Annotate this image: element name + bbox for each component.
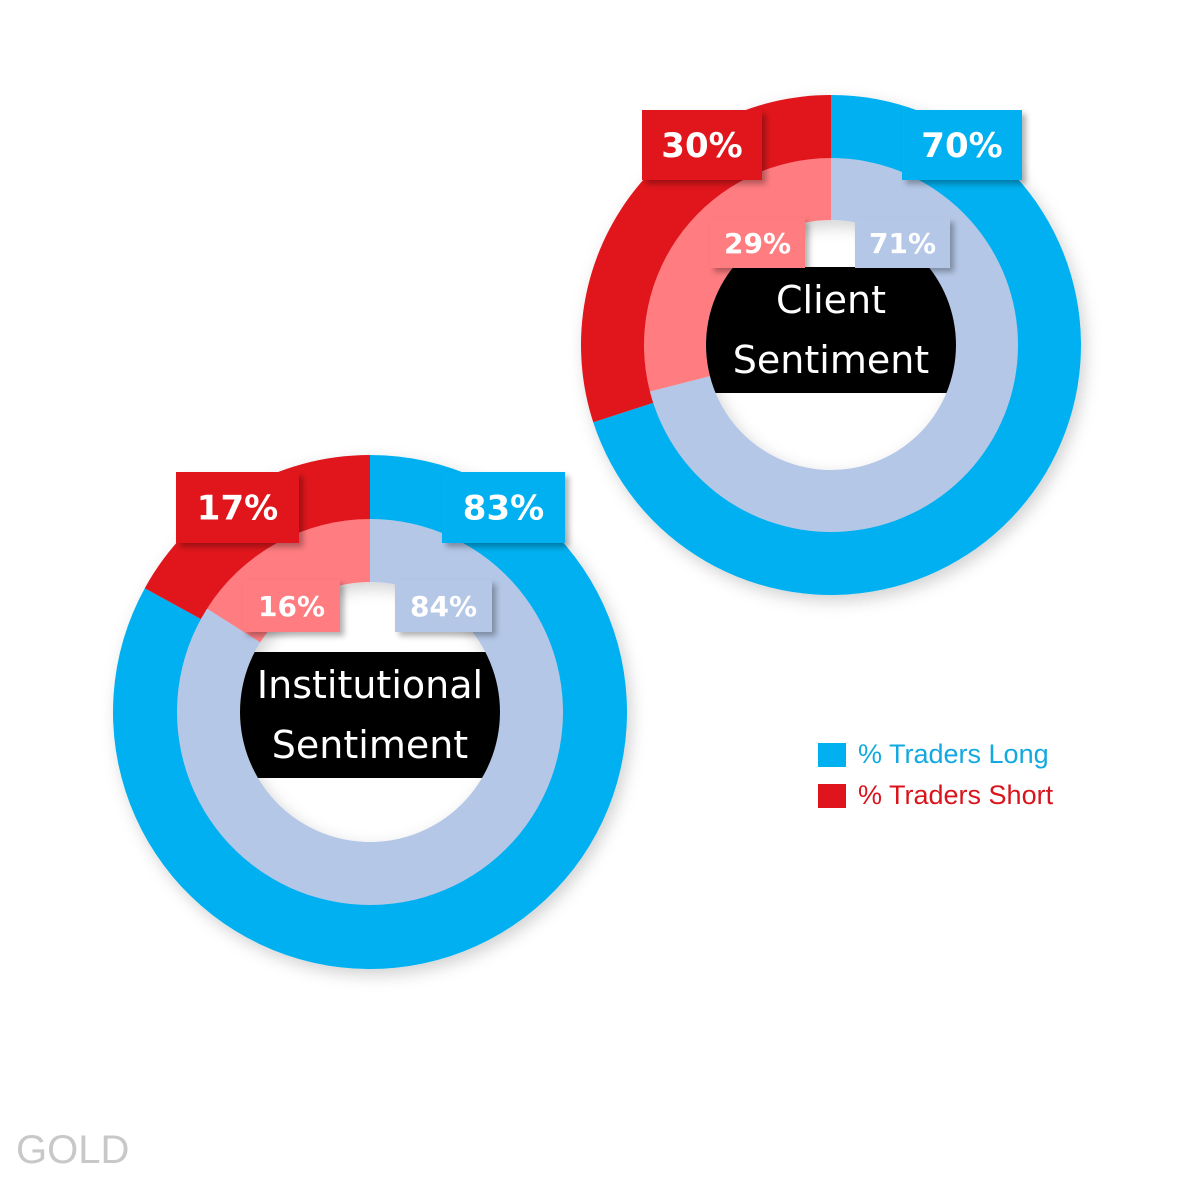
outer-short-data-label: 17% bbox=[197, 489, 278, 529]
legend-item-short: % Traders Short bbox=[818, 775, 1053, 816]
legend-label-short: % Traders Short bbox=[858, 780, 1054, 810]
outer-short-data-label-box bbox=[176, 472, 299, 543]
legend-swatch-short bbox=[818, 783, 846, 808]
center-label-background bbox=[240, 652, 500, 778]
donut-chart-0: Client Sentiment 70% 30% 71% 29% bbox=[581, 95, 1081, 596]
outer-short-data-label-box bbox=[642, 110, 762, 180]
center-title-line: Sentiment bbox=[733, 338, 929, 382]
legend-swatch-long bbox=[818, 742, 846, 767]
inner-short-slice bbox=[644, 158, 831, 392]
inner-short-data-label: 16% bbox=[258, 590, 325, 623]
footer-asset-label: GOLD bbox=[16, 1128, 130, 1172]
outer-long-data-label: 83% bbox=[463, 489, 544, 529]
outer-long-data-label: 70% bbox=[921, 126, 1002, 166]
inner-long-data-label: 71% bbox=[869, 227, 936, 260]
donut-chart-1: Institutional Sentiment 83% 17% 84% 16% bbox=[112, 455, 627, 970]
outer-short-slice bbox=[581, 95, 831, 423]
center-title-line: Institutional bbox=[257, 663, 483, 707]
inner-long-data-label-box bbox=[855, 218, 950, 268]
center-title-line: Client bbox=[776, 278, 886, 322]
inner-long-data-label: 84% bbox=[410, 590, 477, 623]
center-title-line: Sentiment bbox=[272, 723, 468, 767]
inner-short-data-label: 29% bbox=[724, 227, 791, 260]
inner-short-data-label-box bbox=[710, 218, 805, 268]
legend: % Traders Long % Traders Short bbox=[818, 734, 1053, 816]
legend-label-long: % Traders Long bbox=[858, 739, 1049, 769]
outer-short-data-label: 30% bbox=[661, 126, 742, 166]
inner-short-data-label-box bbox=[243, 580, 340, 632]
center-label-background bbox=[706, 267, 956, 393]
legend-item-long: % Traders Long bbox=[818, 734, 1053, 775]
outer-long-data-label-box bbox=[902, 110, 1022, 180]
outer-long-data-label-box bbox=[442, 472, 565, 543]
inner-long-data-label-box bbox=[395, 580, 492, 632]
